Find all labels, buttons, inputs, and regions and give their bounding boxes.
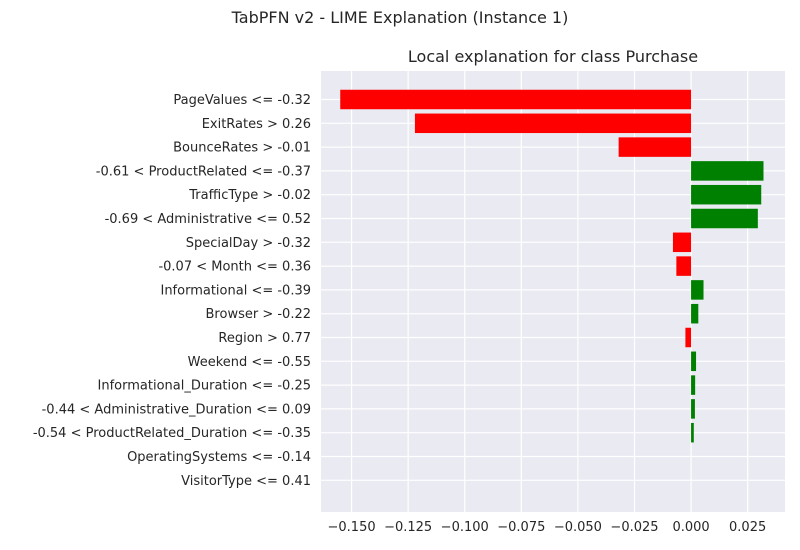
x-tick-label: 0.000 <box>672 520 709 535</box>
y-tick-label: Informational <= -0.39 <box>160 283 311 298</box>
plot-background <box>321 71 785 512</box>
y-tick-label: Browser > -0.22 <box>206 307 311 322</box>
x-tick-label: 0.025 <box>729 520 766 535</box>
bar-8 <box>691 280 704 300</box>
figure-suptitle: TabPFN v2 - LIME Explanation (Instance 1… <box>231 8 569 27</box>
y-tick-label: BounceRates > -0.01 <box>173 141 311 156</box>
y-tick-label: SpecialDay > -0.32 <box>186 236 311 251</box>
chart-title: Local explanation for class Purchase <box>408 47 698 66</box>
x-tick-label: −0.025 <box>610 520 658 535</box>
bar-10 <box>685 327 692 348</box>
bar-0 <box>340 89 692 110</box>
y-tick-label: -0.07 < Month <= 0.36 <box>158 260 311 275</box>
bar-12 <box>691 375 696 395</box>
bar-6 <box>672 232 692 253</box>
bar-3 <box>691 161 764 181</box>
x-tick-label: −0.125 <box>384 520 432 535</box>
bar-13 <box>691 399 695 419</box>
y-tick-label: -0.69 < Administrative <= 0.52 <box>105 212 311 227</box>
y-tick-label: ExitRates > 0.26 <box>202 117 311 132</box>
bar-5 <box>691 208 758 229</box>
bar-14 <box>691 422 694 443</box>
bar-7 <box>676 256 692 276</box>
x-tick-label: −0.075 <box>497 520 545 535</box>
x-tick-labels: −0.150 −0.125 −0.100 −0.075 −0.050 −0.025 0.00… <box>328 520 767 535</box>
bar-2 <box>618 137 692 157</box>
y-tick-label: -0.44 < Administrative_Duration <= 0.09 <box>42 402 311 417</box>
y-tick-labels: PageValues <= -0.32 ExitRates > 0.26 Bounc… <box>33 93 311 489</box>
y-tick-label: VisitorType <= 0.41 <box>181 474 311 489</box>
bar-4 <box>691 184 762 205</box>
bar-1 <box>414 113 692 134</box>
y-tick-label: Weekend <= -0.55 <box>188 355 311 370</box>
x-tick-label: −0.150 <box>328 520 376 535</box>
y-tick-label: TrafficType > -0.02 <box>188 188 311 203</box>
bar-layer <box>340 89 764 443</box>
y-tick-label: -0.61 < ProductRelated <= -0.37 <box>96 164 311 179</box>
y-tick-label: -0.54 < ProductRelated_Duration <= -0.35 <box>33 426 311 441</box>
bar-11 <box>691 351 697 372</box>
y-tick-label: Region > 0.77 <box>218 331 311 346</box>
y-tick-label: OperatingSystems <= -0.14 <box>127 450 311 465</box>
y-tick-label: Informational_Duration <= -0.25 <box>98 379 311 394</box>
x-tick-label: −0.100 <box>441 520 489 535</box>
bar-9 <box>691 303 699 324</box>
y-tick-label: PageValues <= -0.32 <box>173 93 311 108</box>
x-tick-label: −0.050 <box>554 520 602 535</box>
